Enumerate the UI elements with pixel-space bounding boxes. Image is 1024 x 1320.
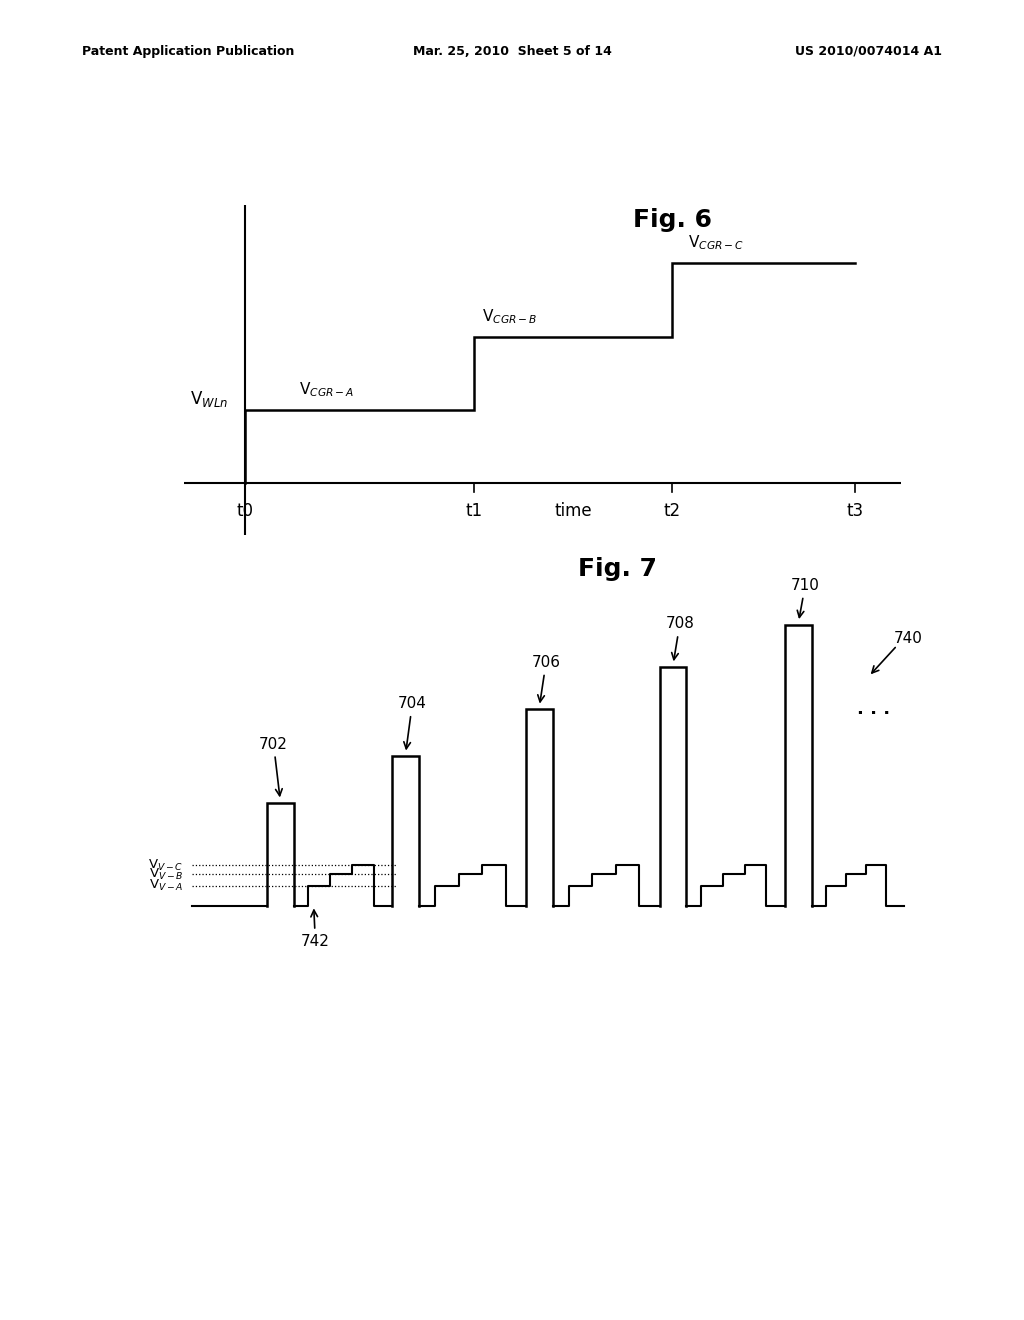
Text: V$_{V-A}$: V$_{V-A}$ xyxy=(148,878,183,894)
Text: Patent Application Publication: Patent Application Publication xyxy=(82,45,294,58)
Text: V$_{CGR-A}$: V$_{CGR-A}$ xyxy=(299,380,354,399)
Text: 706: 706 xyxy=(531,655,560,702)
Text: 704: 704 xyxy=(398,696,427,748)
Text: V$_{CGR-B}$: V$_{CGR-B}$ xyxy=(481,308,538,326)
Text: 708: 708 xyxy=(666,616,694,660)
Text: t3: t3 xyxy=(847,502,864,520)
Text: t1: t1 xyxy=(466,502,482,520)
Text: 742: 742 xyxy=(301,909,330,949)
Text: V$_{WLn}$: V$_{WLn}$ xyxy=(190,389,228,409)
Text: . . .: . . . xyxy=(857,701,890,718)
Text: V$_{V-C}$: V$_{V-C}$ xyxy=(147,858,183,873)
Text: Fig. 6: Fig. 6 xyxy=(633,209,712,232)
Text: 710: 710 xyxy=(791,578,819,618)
Text: US 2010/0074014 A1: US 2010/0074014 A1 xyxy=(795,45,942,58)
Text: 740: 740 xyxy=(894,631,923,647)
Text: V$_{CGR-C}$: V$_{CGR-C}$ xyxy=(687,234,743,252)
Text: time: time xyxy=(554,502,592,520)
Text: Mar. 25, 2010  Sheet 5 of 14: Mar. 25, 2010 Sheet 5 of 14 xyxy=(413,45,611,58)
Text: Fig. 7: Fig. 7 xyxy=(579,557,657,581)
Text: V$_{V-B}$: V$_{V-B}$ xyxy=(148,867,183,882)
Text: t0: t0 xyxy=(237,502,254,520)
Text: t2: t2 xyxy=(664,502,681,520)
Text: 702: 702 xyxy=(259,737,288,796)
